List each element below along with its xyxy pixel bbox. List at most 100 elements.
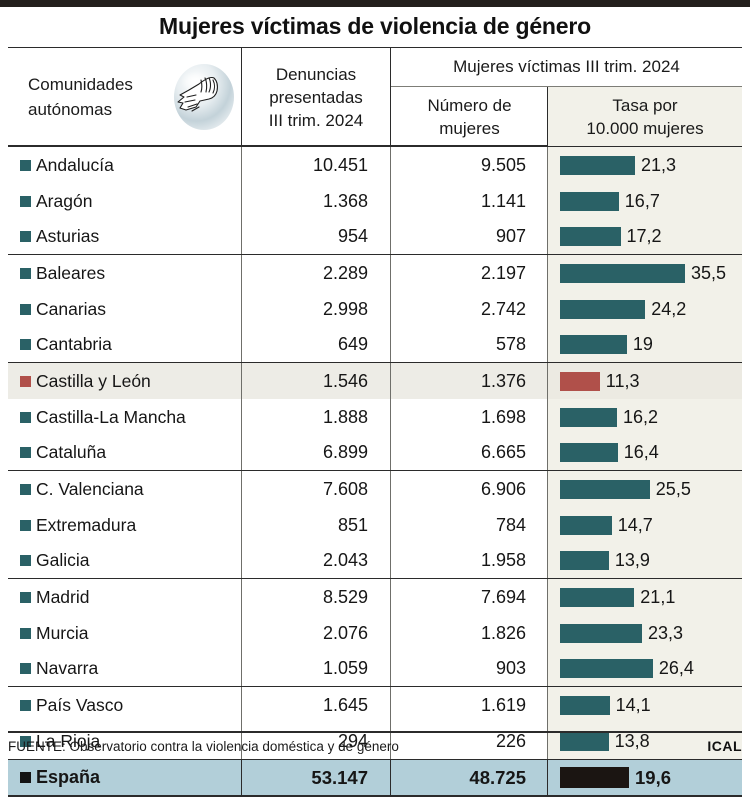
denuncias-value: 2.043 (322, 550, 368, 570)
region-name: Murcia (36, 622, 89, 643)
header-cell-numero: Número de mujeres (391, 87, 548, 146)
cell-numero: 9.505 (391, 147, 548, 183)
tasa-value: 24,2 (651, 298, 687, 319)
tasa-bar (560, 443, 618, 462)
header-cell-group-victimas: Mujeres víctimas III trim. 2024 (391, 48, 742, 87)
region-marker-icon (20, 267, 31, 279)
row-divider-2 (389, 507, 391, 543)
numero-value: 578 (495, 334, 526, 354)
denuncias-value: 649 (337, 334, 368, 354)
region-marker-icon (20, 159, 31, 171)
header-divider-3 (546, 87, 548, 146)
numero-value: 1.619 (480, 694, 526, 715)
denuncias-value: 851 (337, 514, 368, 535)
cell-numero: 1.958 (391, 543, 548, 578)
tasa-value: 19,6 (635, 766, 672, 788)
row-divider-3 (546, 435, 548, 470)
header-region-label: Comunidades autónomas (8, 72, 166, 122)
cell-numero: 784 (391, 507, 548, 543)
region-name: País Vasco (36, 694, 124, 715)
cell-denuncias: 2.076 (242, 615, 390, 651)
cell-region: Madrid (8, 579, 240, 615)
cell-numero: 2.742 (391, 291, 548, 327)
row-divider-1 (240, 219, 242, 254)
cell-tasa: 14,7 (548, 507, 742, 543)
numero-value: 7.694 (480, 586, 526, 607)
cell-tasa: 25,5 (548, 471, 742, 507)
tasa-value: 14,1 (615, 694, 651, 715)
page-title: Mujeres víctimas de violencia de género (159, 13, 591, 39)
tasa-value: 21,3 (641, 154, 677, 175)
row-divider-2 (389, 147, 391, 183)
cell-region: Asturias (8, 219, 240, 254)
tasa-value: 16,4 (623, 442, 659, 462)
cell-tasa: 19,6 (548, 760, 742, 795)
cell-denuncias: 2.289 (242, 255, 390, 291)
numero-value: 1.141 (480, 190, 526, 211)
row-divider-3 (546, 723, 548, 759)
region-marker-icon (20, 375, 31, 387)
region-name: España (36, 767, 101, 787)
cell-tasa: 26,4 (548, 651, 742, 686)
cell-numero: 226 (391, 723, 548, 759)
footer-rule (8, 731, 742, 733)
tasa-bar (560, 227, 621, 246)
header-cell-region: Comunidades autónomas (8, 48, 240, 146)
header-group-label: Mujeres víctimas III trim. 2024 (453, 57, 680, 76)
top-rule (0, 0, 750, 7)
tasa-bar (560, 659, 653, 678)
cell-tasa: 17,2 (548, 219, 742, 254)
tasa-bar (560, 191, 619, 211)
header-tasa-line2: 10.000 mujeres (586, 118, 704, 138)
cell-tasa: 24,2 (548, 291, 742, 327)
cell-numero: 7.694 (391, 579, 548, 615)
tasa-bar (560, 551, 609, 570)
cell-tasa: 19 (548, 327, 742, 362)
cell-tasa: 35,5 (548, 255, 742, 291)
cell-denuncias: 954 (242, 219, 390, 254)
header-denuncias-line3: III trim. 2024 (268, 110, 364, 130)
cell-tasa: 16,4 (548, 435, 742, 470)
row-divider-2 (389, 327, 391, 362)
row-divider-3 (546, 471, 548, 507)
tasa-value: 19 (632, 334, 653, 354)
cell-denuncias: 2.043 (242, 543, 390, 578)
row-divider-1 (240, 651, 242, 686)
region-name: Cataluña (36, 442, 107, 462)
table-row-total: España 53.147 48.725 19,6 (8, 759, 742, 797)
row-divider-3 (546, 219, 548, 254)
numero-value: 6.665 (480, 442, 526, 462)
cell-tasa: 14,1 (548, 687, 742, 723)
table-row: Cantabria 649 578 19 (8, 327, 742, 363)
header-region-line1: Comunidades (28, 75, 133, 94)
table-row: C. Valenciana 7.608 6.906 25,5 (8, 471, 742, 507)
region-marker-icon (20, 663, 31, 674)
cell-tasa: 16,2 (548, 399, 742, 435)
numero-value: 1.826 (480, 622, 526, 643)
row-divider-1 (240, 435, 242, 470)
cell-region: Castilla-La Mancha (8, 399, 240, 435)
cell-region: Extremadura (8, 507, 240, 543)
cell-denuncias: 10.451 (242, 147, 390, 183)
tasa-bar (560, 479, 650, 499)
cell-numero: 1.619 (391, 687, 548, 723)
cell-region: Cantabria (8, 327, 240, 362)
row-divider-3 (546, 615, 548, 651)
numero-value: 6.906 (480, 478, 526, 499)
tasa-value: 21,1 (640, 586, 676, 607)
denuncias-value: 8.529 (322, 586, 368, 607)
cell-denuncias: 294 (242, 723, 390, 759)
table-row: Galicia 2.043 1.958 13,9 (8, 543, 742, 579)
region-marker-icon (20, 772, 31, 783)
cell-numero: 907 (391, 219, 548, 254)
row-divider-3 (546, 651, 548, 686)
region-name: Baleares (36, 262, 106, 283)
tasa-value: 25,5 (655, 478, 691, 499)
row-divider-1 (240, 723, 242, 759)
table-row: Castilla y León 1.546 1.376 11,3 (8, 363, 742, 399)
region-marker-icon (20, 231, 31, 242)
tasa-bar (560, 299, 646, 319)
table-row: País Vasco 1.645 1.619 14,1 (8, 687, 742, 723)
row-divider-1 (240, 399, 242, 435)
